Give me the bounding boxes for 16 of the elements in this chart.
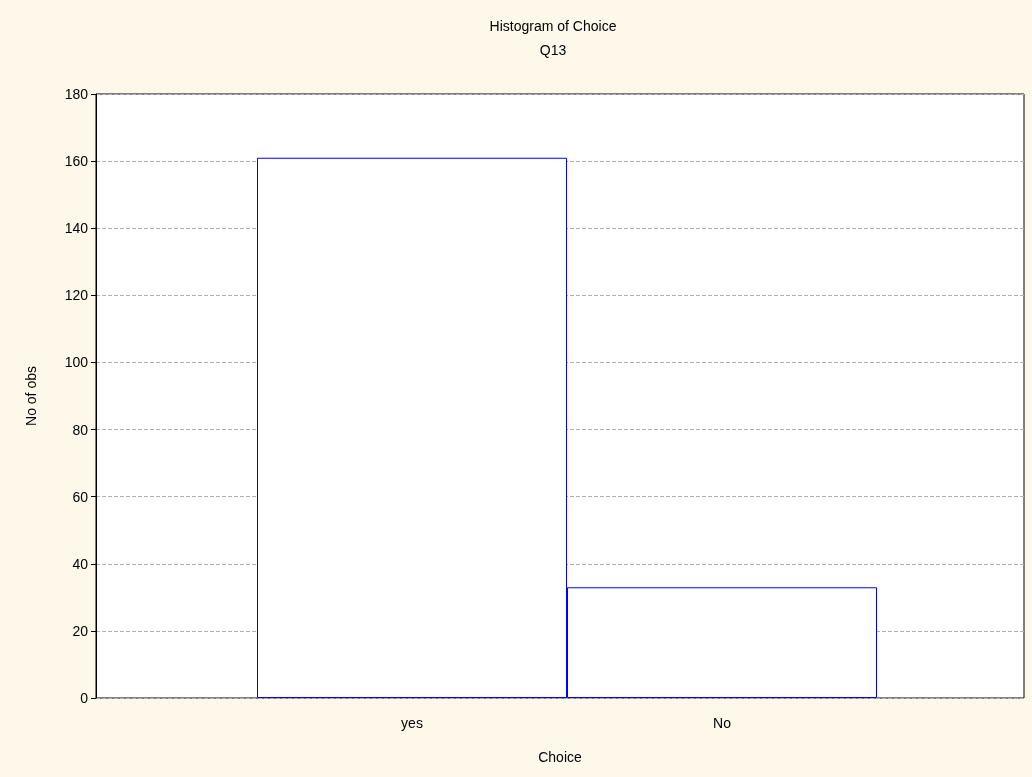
chart-subtitle: Q13 <box>539 42 567 58</box>
y-tick-label: 80 <box>72 421 89 438</box>
y-axis-title: No of obs <box>23 366 39 426</box>
y-tick-label: 180 <box>64 86 89 102</box>
x-axis-title: Choice <box>538 749 582 765</box>
y-tick-label: 120 <box>64 287 89 304</box>
x-tick-label: yes <box>401 715 423 731</box>
y-tick-label: 60 <box>72 488 89 505</box>
chart-title: Histogram of Choice <box>489 18 617 34</box>
y-tick-label: 40 <box>72 555 89 572</box>
y-tick-label: 140 <box>64 220 89 237</box>
y-tick-label: 160 <box>64 153 89 170</box>
y-tick-label: 20 <box>72 622 89 639</box>
x-tick-label: No <box>713 715 732 731</box>
y-tick-label: 100 <box>64 354 89 371</box>
y-tick-label: 0 <box>80 690 89 706</box>
